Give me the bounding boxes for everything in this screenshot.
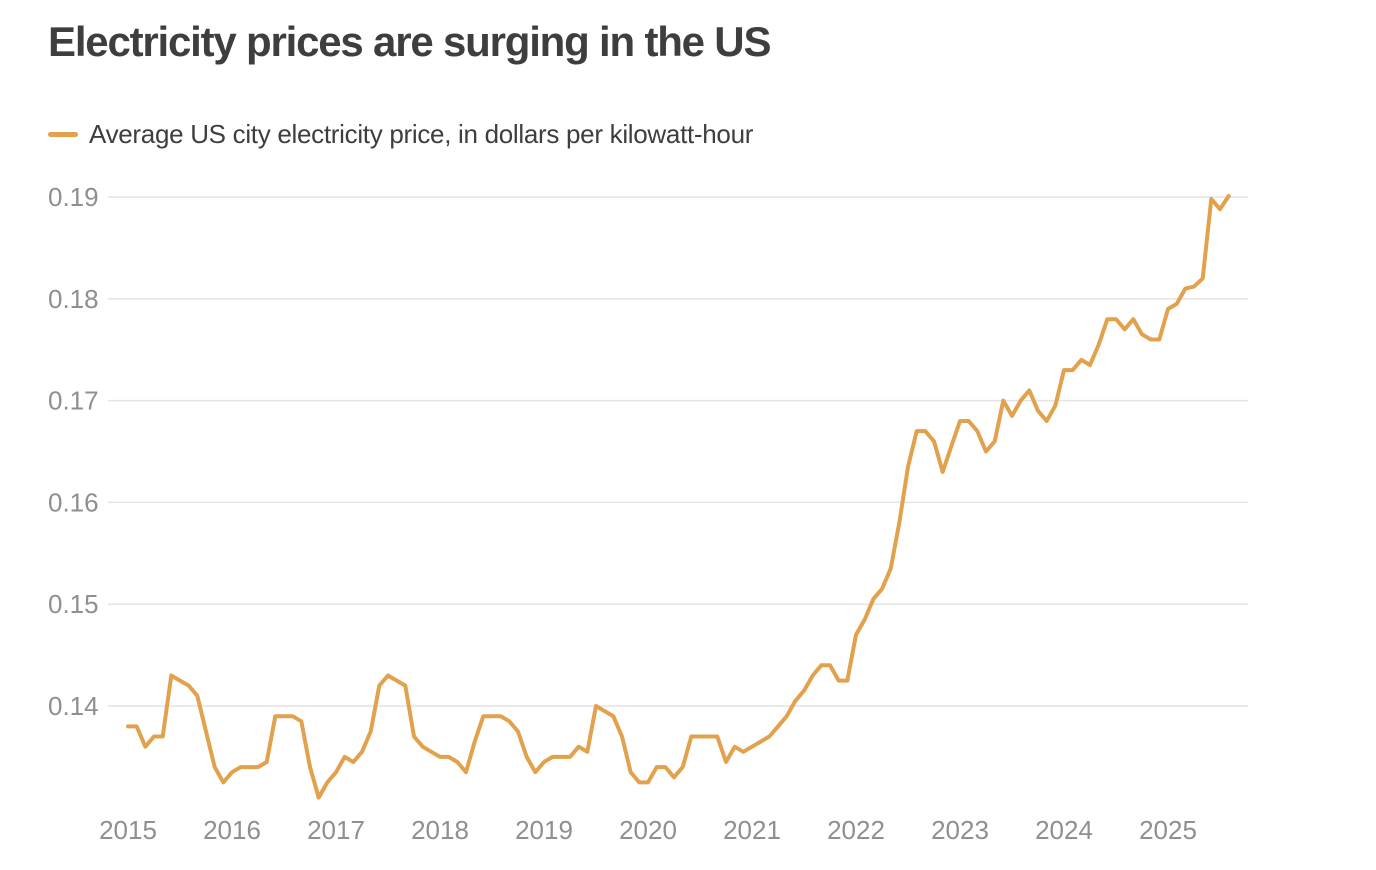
y-tick-label: 0.17: [48, 386, 99, 416]
price-line: [126, 194, 1231, 800]
legend-series-label: Average US city electricity price, in do…: [89, 119, 754, 149]
x-tick-label: 2016: [203, 815, 261, 845]
x-tick-label: 2018: [411, 815, 469, 845]
y-tick-label: 0.19: [48, 182, 99, 212]
x-tick-label: 2019: [515, 815, 573, 845]
chart-legend: Average US city electricity price, in do…: [48, 119, 753, 150]
chart-title: Electricity prices are surging in the US: [48, 18, 771, 65]
x-tick-label: 2017: [307, 815, 365, 845]
x-tick-label: 2020: [619, 815, 677, 845]
y-tick-label: 0.16: [48, 487, 99, 517]
y-tick-label: 0.18: [48, 284, 99, 314]
y-tick-label: 0.14: [48, 691, 99, 721]
x-tick-label: 2025: [1139, 815, 1197, 845]
x-tick-label: 2023: [931, 815, 989, 845]
x-tick-label: 2024: [1035, 815, 1093, 845]
x-tick-label: 2015: [99, 815, 157, 845]
legend-line-swatch-icon: [48, 132, 78, 137]
x-tick-label: 2021: [723, 815, 781, 845]
y-tick-label: 0.15: [48, 589, 99, 619]
x-tick-label: 2022: [827, 815, 885, 845]
